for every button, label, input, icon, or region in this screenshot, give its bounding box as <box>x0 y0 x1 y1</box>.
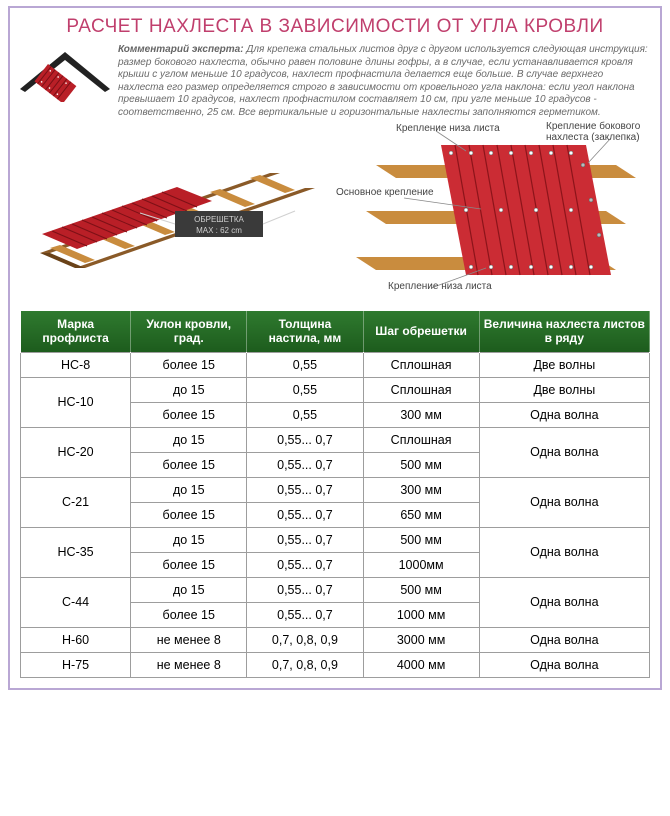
cell-overlap: Две волны <box>479 377 649 402</box>
table-row: Н-60не менее 80,7, 0,8, 0,93000 ммОдна в… <box>21 627 650 652</box>
cell-mark: Н-75 <box>21 652 131 677</box>
cell-thick: 0,55... 0,7 <box>247 452 363 477</box>
max-label: MAX : 62 cm <box>196 226 242 235</box>
cell-slope: более 15 <box>131 402 247 427</box>
table-row: С-21до 150,55... 0,7300 ммОдна волна <box>21 477 650 502</box>
table-header: Толщина настила, мм <box>247 311 363 352</box>
cell-step: 500 мм <box>363 527 479 552</box>
cell-mark: НС-8 <box>21 352 131 377</box>
cell-thick: 0,55... 0,7 <box>247 552 363 577</box>
expert-comment: Комментарий эксперта: Для крепежа стальн… <box>118 44 650 119</box>
label-bottom-fastening: Крепление низа листа <box>388 281 492 292</box>
cell-slope: более 15 <box>131 552 247 577</box>
cell-overlap: Одна волна <box>479 652 649 677</box>
cell-overlap: Одна волна <box>479 477 649 527</box>
cell-slope: до 15 <box>131 427 247 452</box>
table-header: Уклон кровли, град. <box>131 311 247 352</box>
cell-slope: более 15 <box>131 452 247 477</box>
page-title: РАСЧЕТ НАХЛЕСТА В ЗАВИСИМОСТИ ОТ УГЛА КР… <box>20 16 650 38</box>
cell-step: 500 мм <box>363 577 479 602</box>
intro-row: Комментарий эксперта: Для крепежа стальн… <box>20 44 650 119</box>
cell-slope: до 15 <box>131 577 247 602</box>
diagram-fastening: Крепление низа листа Основное крепление … <box>336 123 650 303</box>
main-frame: РАСЧЕТ НАХЛЕСТА В ЗАВИСИМОСТИ ОТ УГЛА КР… <box>8 6 662 690</box>
table-row: НС-20до 150,55... 0,7СплошнаяОдна волна <box>21 427 650 452</box>
cell-mark: Н-60 <box>21 627 131 652</box>
cell-mark: С-44 <box>21 577 131 627</box>
table-body: НС-8более 150,55СплошнаяДве волныНС-10до… <box>21 352 650 677</box>
cell-slope: до 15 <box>131 477 247 502</box>
diagram-row: ОБРЕШЕТКА MAX : 62 cm <box>20 123 650 303</box>
label-side-fastening: Крепление бокового нахлеста (заклепка) <box>546 121 656 143</box>
cell-step: 650 мм <box>363 502 479 527</box>
table-row: НС-10до 150,55СплошнаяДве волны <box>21 377 650 402</box>
comment-text: Для крепежа стальных листов друг с друго… <box>118 44 648 118</box>
lathing-label: ОБРЕШЕТКА <box>194 215 244 224</box>
table-row: НС-35до 150,55... 0,7500 ммОдна волна <box>21 527 650 552</box>
table-header: Марка профлиста <box>21 311 131 352</box>
cell-step: 1000 мм <box>363 602 479 627</box>
cell-thick: 0,7, 0,8, 0,9 <box>247 652 363 677</box>
cell-slope: не менее 8 <box>131 627 247 652</box>
cell-overlap: Одна волна <box>479 577 649 627</box>
table-header: Величина нахлеста листов в ряду <box>479 311 649 352</box>
cell-overlap: Одна волна <box>479 427 649 477</box>
table-row: НС-8более 150,55СплошнаяДве волны <box>21 352 650 377</box>
cell-slope: более 15 <box>131 602 247 627</box>
label-main-fastening: Основное крепление <box>336 187 434 198</box>
cell-slope: до 15 <box>131 377 247 402</box>
cell-thick: 0,55 <box>247 352 363 377</box>
cell-step: Сплошная <box>363 352 479 377</box>
cell-thick: 0,55... 0,7 <box>247 527 363 552</box>
cell-overlap: Одна волна <box>479 527 649 577</box>
cell-thick: 0,55... 0,7 <box>247 577 363 602</box>
comment-label: Комментарий эксперта: <box>118 44 244 55</box>
cell-step: 300 мм <box>363 477 479 502</box>
diagram-lathing: ОБРЕШЕТКА MAX : 62 cm <box>20 123 330 303</box>
table-row: Н-75не менее 80,7, 0,8, 0,94000 ммОдна в… <box>21 652 650 677</box>
cell-overlap: Одна волна <box>479 627 649 652</box>
cell-thick: 0,7, 0,8, 0,9 <box>247 627 363 652</box>
cell-overlap: Две волны <box>479 352 649 377</box>
cell-slope: до 15 <box>131 527 247 552</box>
cell-step: Сплошная <box>363 427 479 452</box>
cell-slope: более 15 <box>131 352 247 377</box>
cell-thick: 0,55 <box>247 377 363 402</box>
cell-step: 4000 мм <box>363 652 479 677</box>
cell-thick: 0,55 <box>247 402 363 427</box>
cell-thick: 0,55... 0,7 <box>247 602 363 627</box>
table-header: Шаг обрешетки <box>363 311 479 352</box>
cell-slope: не менее 8 <box>131 652 247 677</box>
cell-mark: НС-20 <box>21 427 131 477</box>
cell-step: 3000 мм <box>363 627 479 652</box>
label-top-fastening: Крепление низа листа <box>396 123 500 134</box>
cell-mark: НС-35 <box>21 527 131 577</box>
cell-thick: 0,55... 0,7 <box>247 502 363 527</box>
cell-step: 500 мм <box>363 452 479 477</box>
cell-step: 1000мм <box>363 552 479 577</box>
cell-slope: более 15 <box>131 502 247 527</box>
overlap-table: Марка профлистаУклон кровли, град.Толщин… <box>20 311 650 678</box>
cell-thick: 0,55... 0,7 <box>247 427 363 452</box>
table-row: С-44до 150,55... 0,7500 ммОдна волна <box>21 577 650 602</box>
cell-thick: 0,55... 0,7 <box>247 477 363 502</box>
cell-overlap: Одна волна <box>479 402 649 427</box>
cell-step: Сплошная <box>363 377 479 402</box>
cell-mark: С-21 <box>21 477 131 527</box>
roof-angle-icon <box>20 44 110 102</box>
cell-mark: НС-10 <box>21 377 131 427</box>
cell-step: 300 мм <box>363 402 479 427</box>
table-header-row: Марка профлистаУклон кровли, град.Толщин… <box>21 311 650 352</box>
